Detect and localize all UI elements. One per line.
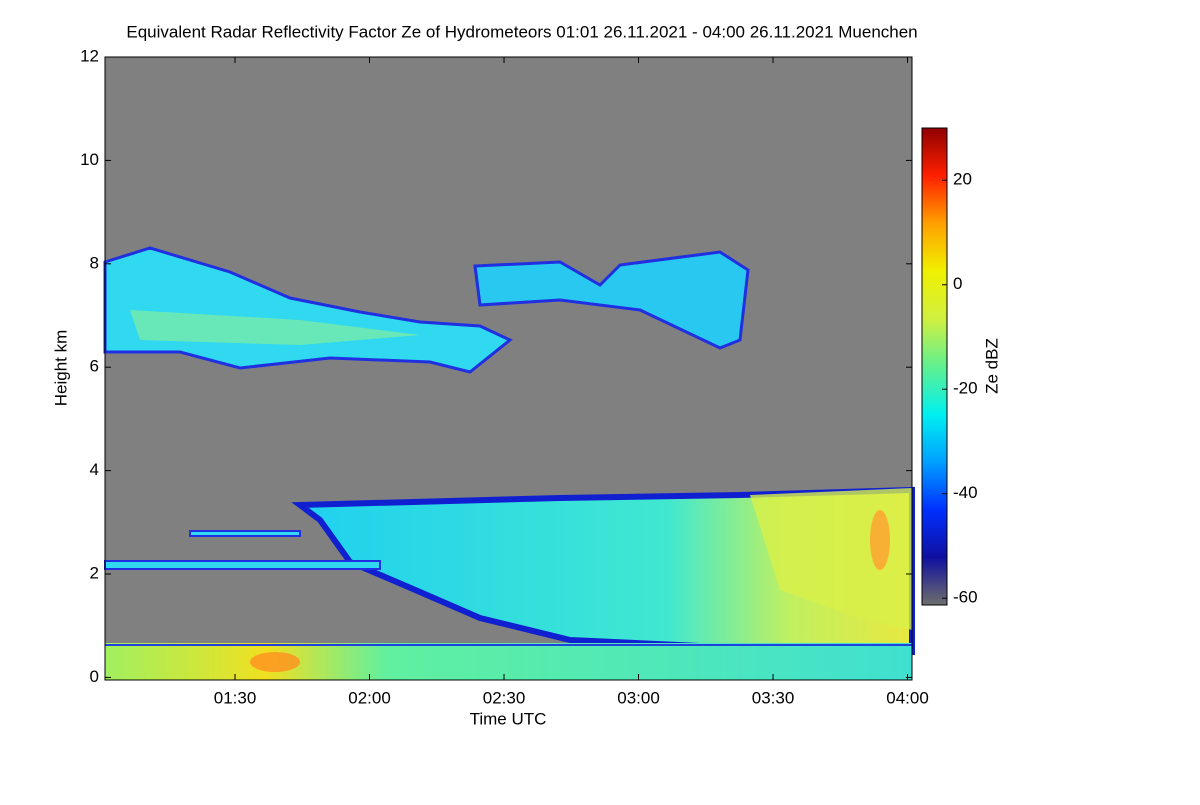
y-tick-label: 4 [90,460,99,479]
colorbar-tick-label: 0 [953,274,962,293]
y-tick-label: 12 [80,46,99,65]
y-tick-label: 10 [80,150,99,169]
y-axis-label: Height km [51,330,70,407]
colorbar-label: Ze dBZ [982,338,1001,394]
y-tick-label: 8 [90,253,99,272]
x-tick-label: 01:30 [214,688,257,707]
colorbar-tick-label: -20 [953,379,978,398]
x-tick-label: 03:30 [752,688,795,707]
x-tick-label: 04:00 [886,688,929,707]
reflectivity-field [103,246,915,680]
colorbar-tick-label: -60 [953,588,978,607]
y-tick-label: 6 [90,357,99,376]
y-tick-label: 0 [90,667,99,686]
x-axis-label: Time UTC [470,709,547,728]
x-tick-label: 02:30 [483,688,526,707]
x-tick-label: 02:00 [348,688,391,707]
x-tick-label: 03:00 [617,688,660,707]
y-tick-label: 2 [90,563,99,582]
plot-frame [104,56,913,681]
colorbar [921,127,948,606]
colorbar-tick-label: 20 [953,170,972,189]
colorbar-tick-label: -40 [953,483,978,502]
chart-title: Equivalent Radar Reflectivity Factor Ze … [126,22,917,41]
